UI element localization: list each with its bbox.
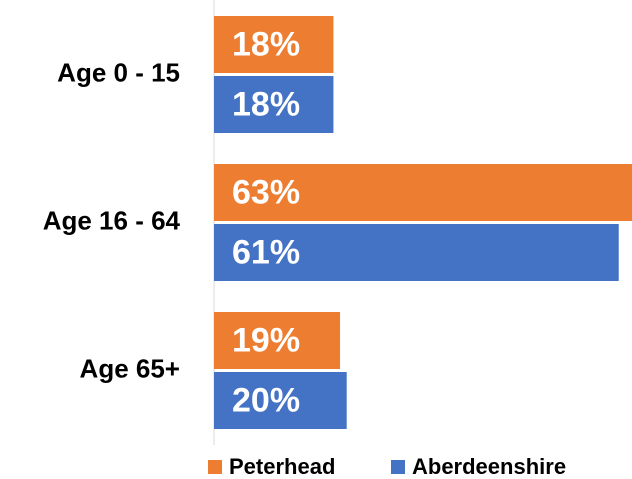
bar xyxy=(214,372,347,429)
value-label: 18% xyxy=(232,85,300,123)
value-label: 63% xyxy=(232,173,300,211)
value-label: 20% xyxy=(232,381,300,419)
bar xyxy=(214,16,334,73)
legend-label: Aberdeenshire xyxy=(412,454,566,479)
category-label: Age 0 - 15 xyxy=(57,57,180,87)
bar xyxy=(214,312,341,369)
category-label: Age 65+ xyxy=(80,353,180,383)
category-label: Age 16 - 64 xyxy=(43,205,181,235)
legend-swatch xyxy=(391,460,405,474)
value-label: 19% xyxy=(232,321,300,359)
value-label: 18% xyxy=(232,25,300,63)
value-label: 61% xyxy=(232,233,300,271)
legend-swatch xyxy=(208,460,222,474)
legend-label: Peterhead xyxy=(229,454,335,479)
bar xyxy=(214,224,619,281)
bar xyxy=(214,76,334,133)
bar xyxy=(214,164,632,221)
